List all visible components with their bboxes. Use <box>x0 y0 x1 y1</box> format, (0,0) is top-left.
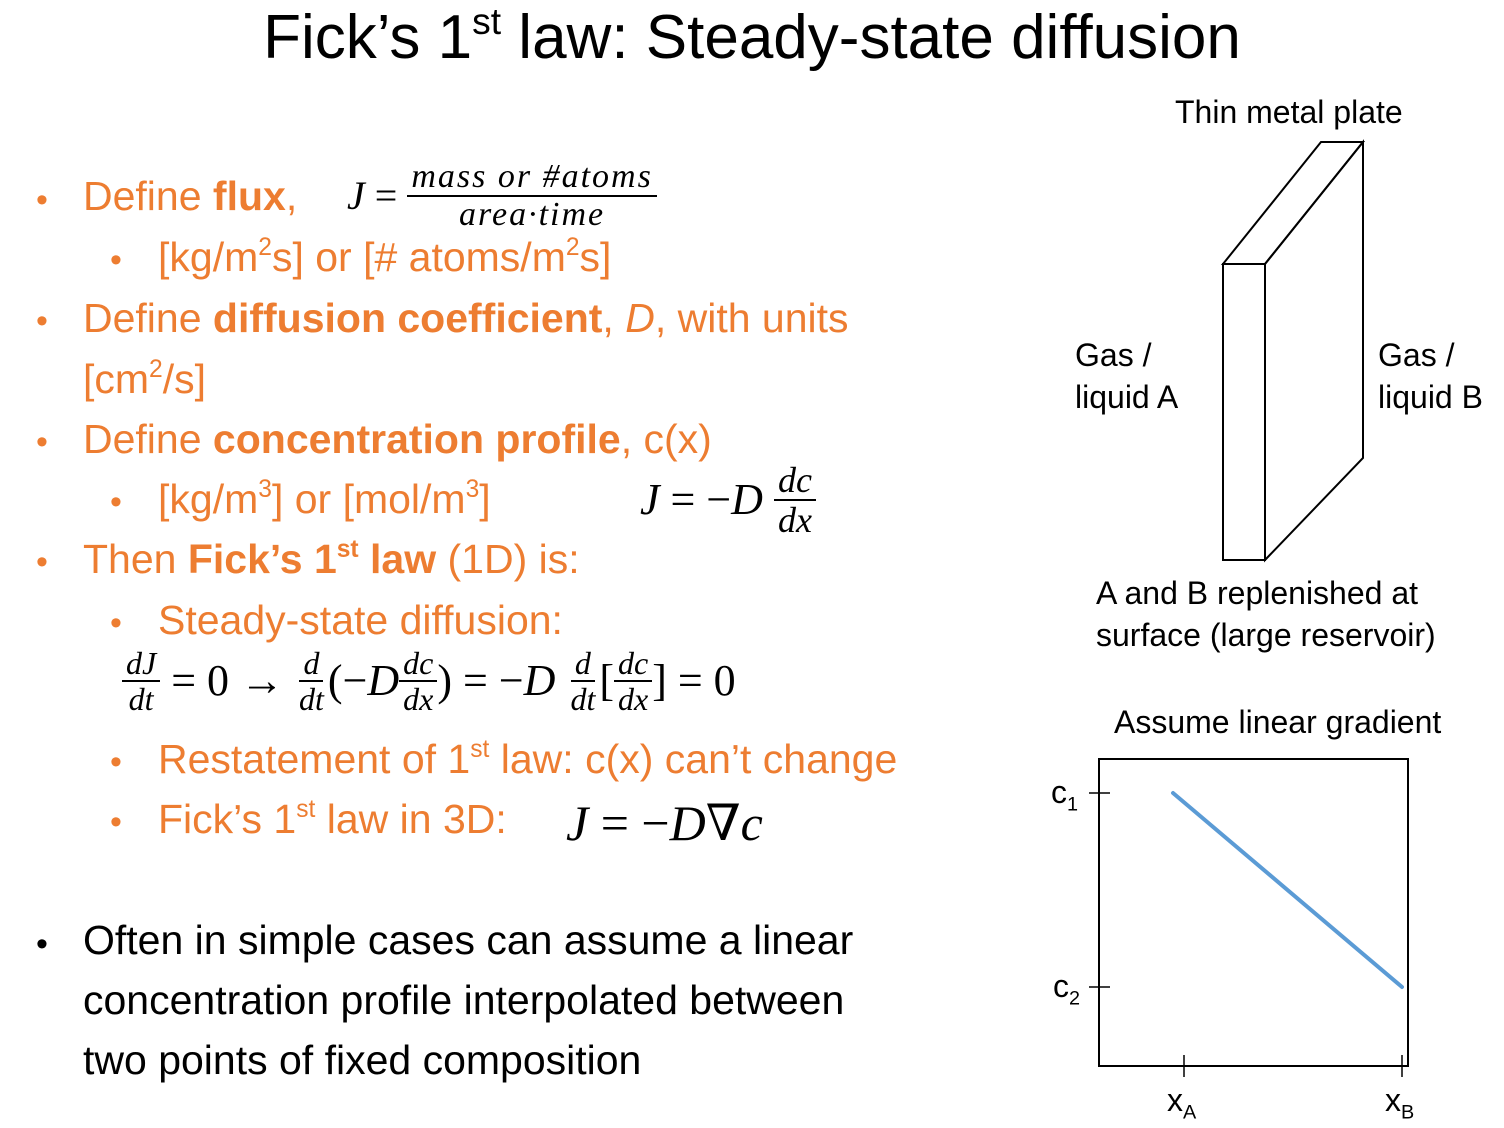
bullet-marker: • <box>36 181 48 219</box>
bullet-marker: • <box>110 483 122 521</box>
bullet-marker: • <box>36 423 48 461</box>
bullet-flux: Define flux, <box>83 173 298 219</box>
bullet-linear-1: Often in simple cases can assume a linea… <box>83 917 854 963</box>
equation-ficks-first: J = −D dc dx <box>640 462 816 538</box>
y-tick-label-c1: c1 <box>1051 774 1079 816</box>
plate-front-face <box>1222 263 1266 561</box>
x-tick-label-xb: xB <box>1385 1082 1415 1124</box>
bullet-restatement: Restatement of 1st law: c(x) can’t chang… <box>158 736 898 782</box>
plate-caption-line1: A and B replenished at <box>1096 575 1419 611</box>
chart-frame <box>1098 758 1409 1067</box>
bullet-concentration-units: [kg/m3] or [mol/m3] <box>158 476 491 522</box>
page-title: Fick’s 1st law: Steady-state diffusion <box>263 0 1241 72</box>
bullet-concentration-profile: Define concentration profile, c(x) <box>83 416 712 462</box>
bullet-3d: Fick’s 1st law in 3D: <box>158 796 507 842</box>
equation-flux: J = mass or #atoms area·time <box>347 160 657 232</box>
x-tick-label-xa: xA <box>1167 1082 1197 1124</box>
bullet-linear-3: two points of fixed composition <box>83 1037 642 1083</box>
bullet-marker: • <box>36 543 48 581</box>
bullet-diffusion-units: [cm2/s] <box>83 356 207 402</box>
bullet-marker: • <box>36 302 48 340</box>
bullet-marker: • <box>110 743 122 781</box>
plate-title: Thin metal plate <box>1175 94 1403 130</box>
plate-right-label-line2: liquid B <box>1378 378 1483 415</box>
series-line <box>1171 791 1404 989</box>
bullet-flux-units: [kg/m2s] or [# atoms/m2s] <box>158 234 612 280</box>
plate-right-label: Gas / liquid B <box>1378 335 1483 418</box>
plate-right-label-line1: Gas / <box>1378 337 1455 373</box>
plate-outline <box>1220 139 1366 563</box>
bullet-marker: • <box>110 241 122 279</box>
y-tick-label-c2: c2 <box>1053 968 1081 1010</box>
bullet-marker: • <box>36 925 48 963</box>
bullet-diffusion-coefficient: Define diffusion coefficient, D, with un… <box>83 295 849 341</box>
plate-caption: A and B replenished at surface (large re… <box>1096 573 1436 656</box>
bullet-marker: • <box>110 604 122 642</box>
plate-left-label-line1: Gas / <box>1075 337 1152 373</box>
plate-left-label: Gas / liquid A <box>1075 335 1178 418</box>
plate-caption-line2: surface (large reservoir) <box>1096 616 1436 653</box>
bullet-marker: • <box>110 803 122 841</box>
chart-title: Assume linear gradient <box>1114 704 1442 740</box>
bullet-linear-2: concentration profile interpolated betwe… <box>83 977 845 1023</box>
equation-3d: J = −D∇c <box>566 795 763 851</box>
equation-steady-state: dJ dt = 0 → d dt (−D dc dx) = −D d dt[dc dx] = … <box>122 647 736 715</box>
bullet-steady-state: Steady-state diffusion: <box>158 597 563 643</box>
bullet-ficks-law-1d: Then Fick’s 1st law (1D) is: <box>83 536 580 582</box>
plate-left-label-line2: liquid A <box>1075 378 1179 415</box>
